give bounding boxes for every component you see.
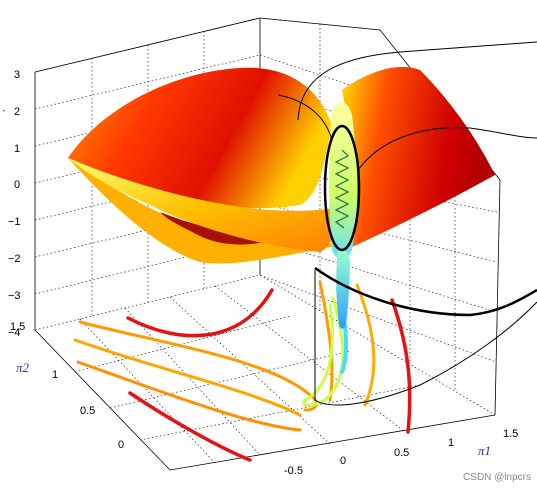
y-tick-label: 0.5 xyxy=(80,405,95,417)
surface-right-wing xyxy=(342,66,495,248)
contour-outer-right xyxy=(390,298,412,434)
callout-mid xyxy=(357,127,537,171)
z-tick-label: −1 xyxy=(8,216,21,228)
box-floor-front xyxy=(34,329,496,471)
callouts xyxy=(277,41,537,406)
surface-valley xyxy=(329,103,358,260)
floor-grid xyxy=(74,285,421,464)
y-axis-label: π2 xyxy=(16,360,30,375)
surface xyxy=(68,66,495,329)
watermark: CSDN @lnpcrs xyxy=(463,472,531,483)
z-tick-label: 1 xyxy=(14,143,20,155)
contour-inner xyxy=(302,296,345,407)
x-tick-label: -0.5 xyxy=(284,465,303,477)
z-axis-ticks: 3 2 1 0 −1 −2 −3 −4 xyxy=(8,69,21,339)
y-axis-ticks: 1.5 1 0.5 0 xyxy=(10,321,124,451)
contour-mid-3 xyxy=(76,360,302,432)
y-tick-label: 1 xyxy=(52,369,58,381)
y-tick-label: 0 xyxy=(118,439,124,451)
z-tick-label: 3 xyxy=(14,69,20,81)
box-right-edge xyxy=(494,179,501,416)
z-tick-label: 0 xyxy=(14,179,20,191)
surface-left-wing xyxy=(68,67,332,209)
surface-core-funnel xyxy=(336,250,350,329)
x-tick-label: 0.5 xyxy=(394,447,409,459)
surface-underside xyxy=(68,158,340,264)
z-tick-label: 2 xyxy=(14,106,20,118)
box-top-edge xyxy=(34,17,381,73)
floor-contours xyxy=(73,280,412,462)
x-axis-ticks: -0.5 0 0.5 1 1.5 xyxy=(284,428,518,477)
callout-top-1 xyxy=(297,41,537,121)
z-tick-label: −3 xyxy=(8,290,21,302)
callout-bold xyxy=(314,266,537,317)
contour-mid-1 xyxy=(78,320,318,412)
callout-top-2 xyxy=(277,94,333,141)
surface-front-sheet xyxy=(68,158,342,252)
x-tick-label: 1 xyxy=(448,437,454,449)
highlight-ellipse xyxy=(323,124,361,252)
z-axis-marker: · xyxy=(2,103,5,118)
x-tick-label: 1.5 xyxy=(503,428,518,440)
callout-lower xyxy=(314,270,537,406)
contour-mid-5 xyxy=(355,283,376,407)
z-tick-label: −2 xyxy=(8,253,21,265)
z-tick-label: −4 xyxy=(8,327,21,339)
contour-outer-left-top xyxy=(126,288,274,338)
zigzag-trajectory xyxy=(334,149,350,229)
y-tick-label: 1.5 xyxy=(10,321,25,333)
x-axis-label: π1 xyxy=(478,443,491,458)
contour-outer-left-bottom xyxy=(128,391,252,462)
contour-mid-2 xyxy=(73,338,302,417)
box-floor-back xyxy=(34,274,496,416)
x-tick-label: 0 xyxy=(340,455,346,467)
